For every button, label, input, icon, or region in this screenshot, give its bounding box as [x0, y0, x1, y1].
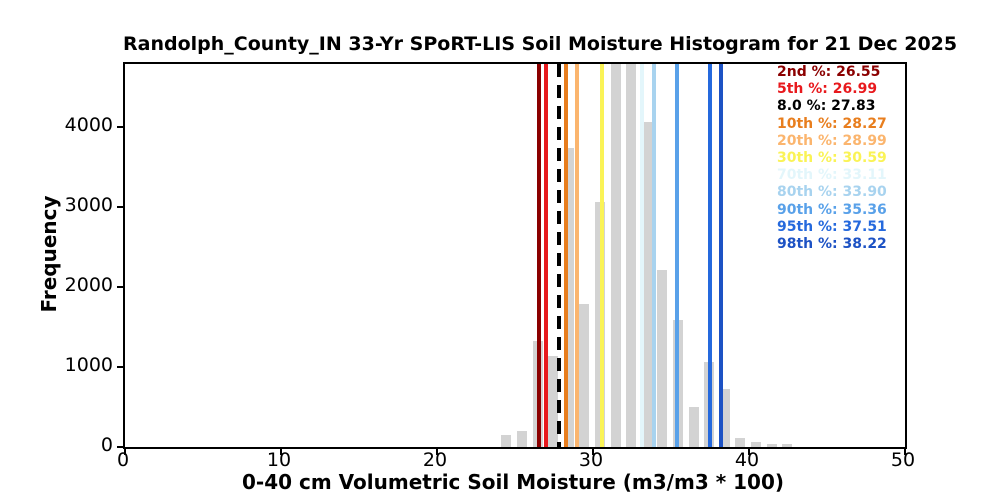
x-axis-label: 0-40 cm Volumetric Soil Moisture (m3/m3 …	[241, 470, 785, 494]
percentile-line-5th	[544, 64, 549, 447]
x-tick-label-0: 0	[116, 449, 130, 471]
percentile-line-20th	[575, 64, 580, 447]
y-tick-mark	[117, 286, 123, 289]
histogram-bar	[501, 435, 512, 447]
percentile-line-70th	[639, 64, 644, 447]
x-tick-mark	[748, 449, 750, 455]
histogram-bar	[563, 147, 574, 447]
x-tick-label-30: 30	[578, 449, 604, 471]
legend-entry-70th: 70th %: 33.11	[777, 167, 887, 184]
y-tick-mark	[117, 446, 123, 448]
legend-entry-8pt0: 8.0 %: 27.83	[777, 98, 876, 115]
x-tick-label-20: 20	[422, 449, 448, 471]
legend-entry-10th: 10th %: 28.27	[777, 115, 887, 132]
percentile-line-30th	[600, 64, 605, 447]
x-tick-label-10: 10	[266, 449, 292, 471]
percentile-line-2nd	[537, 64, 542, 447]
percentile-line-95th	[708, 64, 713, 447]
histogram-bar	[719, 388, 730, 447]
percentile-line-8pt0	[557, 64, 562, 447]
histogram-bar	[688, 407, 699, 447]
histogram-bar	[579, 303, 590, 447]
percentile-line-10th	[564, 64, 568, 447]
y-tick-label-0: 0	[100, 434, 113, 456]
percentile-line-98th	[719, 64, 724, 447]
y-tick-label-1000: 1000	[64, 354, 113, 377]
legend-entry-5th: 5th %: 26.99	[777, 81, 878, 98]
histogram-bar	[735, 438, 746, 447]
percentile-line-90th	[674, 64, 679, 447]
histogram-bar	[657, 270, 668, 447]
x-tick-mark	[124, 449, 126, 455]
histogram-bar	[641, 122, 652, 447]
chart-title: Randolph_County_IN 33-Yr SPoRT-LIS Soil …	[123, 33, 958, 55]
x-tick-mark	[592, 449, 594, 455]
y-tick-mark	[117, 126, 123, 129]
histogram-bar	[610, 64, 621, 447]
x-tick-label-50: 50	[890, 449, 916, 471]
legend-entry-90th: 90th %: 35.36	[777, 201, 887, 218]
legend-entry-80th: 80th %: 33.90	[777, 184, 887, 201]
x-tick-label-40: 40	[734, 449, 760, 471]
legend-entry-30th: 30th %: 30.59	[777, 149, 887, 166]
legend-entry-2nd: 2nd %: 26.55	[777, 64, 881, 80]
x-tick-mark	[436, 449, 438, 455]
histogram-bar	[517, 430, 528, 447]
y-tick-label-4000: 4000	[64, 114, 113, 137]
histogram-bar	[751, 442, 762, 447]
percentile-legend: 2nd %: 26.55 5th %: 26.99 8.0 %: 27.83 10th…	[777, 64, 887, 253]
x-tick-mark	[904, 449, 906, 455]
percentile-line-80th	[651, 64, 656, 447]
legend-entry-20th: 20th %: 28.99	[777, 132, 887, 149]
y-tick-label-2000: 2000	[64, 274, 113, 297]
histogram-bar	[782, 444, 793, 447]
histogram-bar	[548, 355, 559, 447]
legend-entry-98th: 98th %: 38.22	[777, 235, 887, 252]
plot-area	[117, 62, 907, 455]
legend-entry-95th: 95th %: 37.51	[777, 218, 887, 235]
y-tick-label-3000: 3000	[64, 194, 113, 217]
histogram-bar	[595, 201, 606, 447]
histogram-bar	[766, 443, 777, 447]
y-axis-label: Frequency	[37, 195, 61, 313]
y-tick-mark	[117, 366, 123, 369]
x-tick-mark	[280, 449, 282, 455]
histogram-bar	[626, 64, 637, 447]
y-tick-mark	[117, 206, 123, 209]
